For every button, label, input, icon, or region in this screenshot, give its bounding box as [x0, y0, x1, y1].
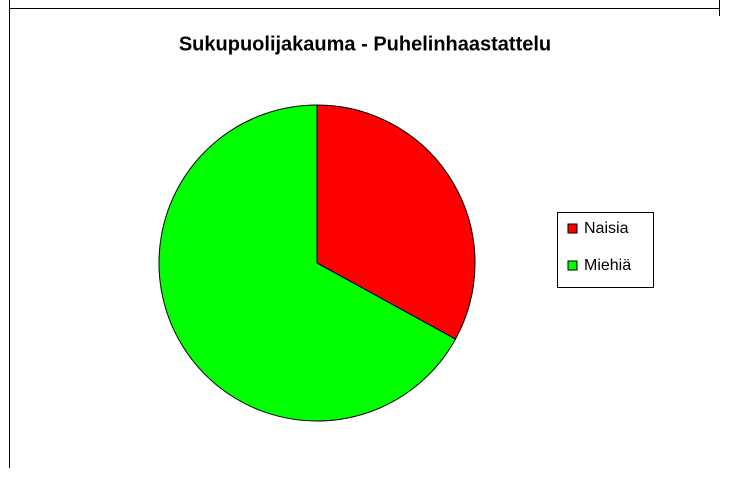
- legend-swatch: [567, 260, 578, 271]
- chart-title: Sukupuolijakauma - Puhelinhaastattelu: [179, 33, 551, 55]
- legend-swatch: [567, 223, 578, 234]
- pie-slice: [158, 104, 457, 422]
- legend-label: Miehiä: [584, 257, 631, 274]
- legend-label: Naisia: [584, 220, 629, 237]
- pie-slice: [316, 104, 476, 340]
- legend-box: [557, 212, 654, 288]
